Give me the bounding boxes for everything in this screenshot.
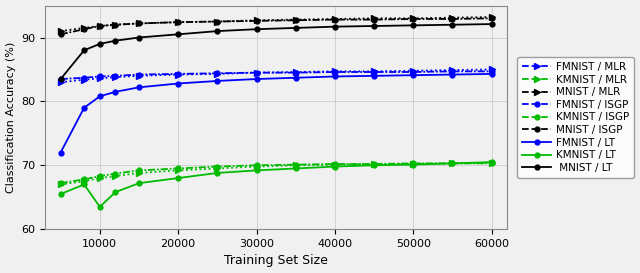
X-axis label: Training Set Size: Training Set Size	[224, 254, 328, 268]
Y-axis label: Classification Accuracy (%): Classification Accuracy (%)	[6, 42, 15, 193]
Legend: FMNIST / MLR, KMNIST / MLR, MNIST / MLR, FMNIST / ISGP, KMNIST / ISGP, MNIST / I: FMNIST / MLR, KMNIST / MLR, MNIST / MLR,…	[517, 57, 634, 178]
